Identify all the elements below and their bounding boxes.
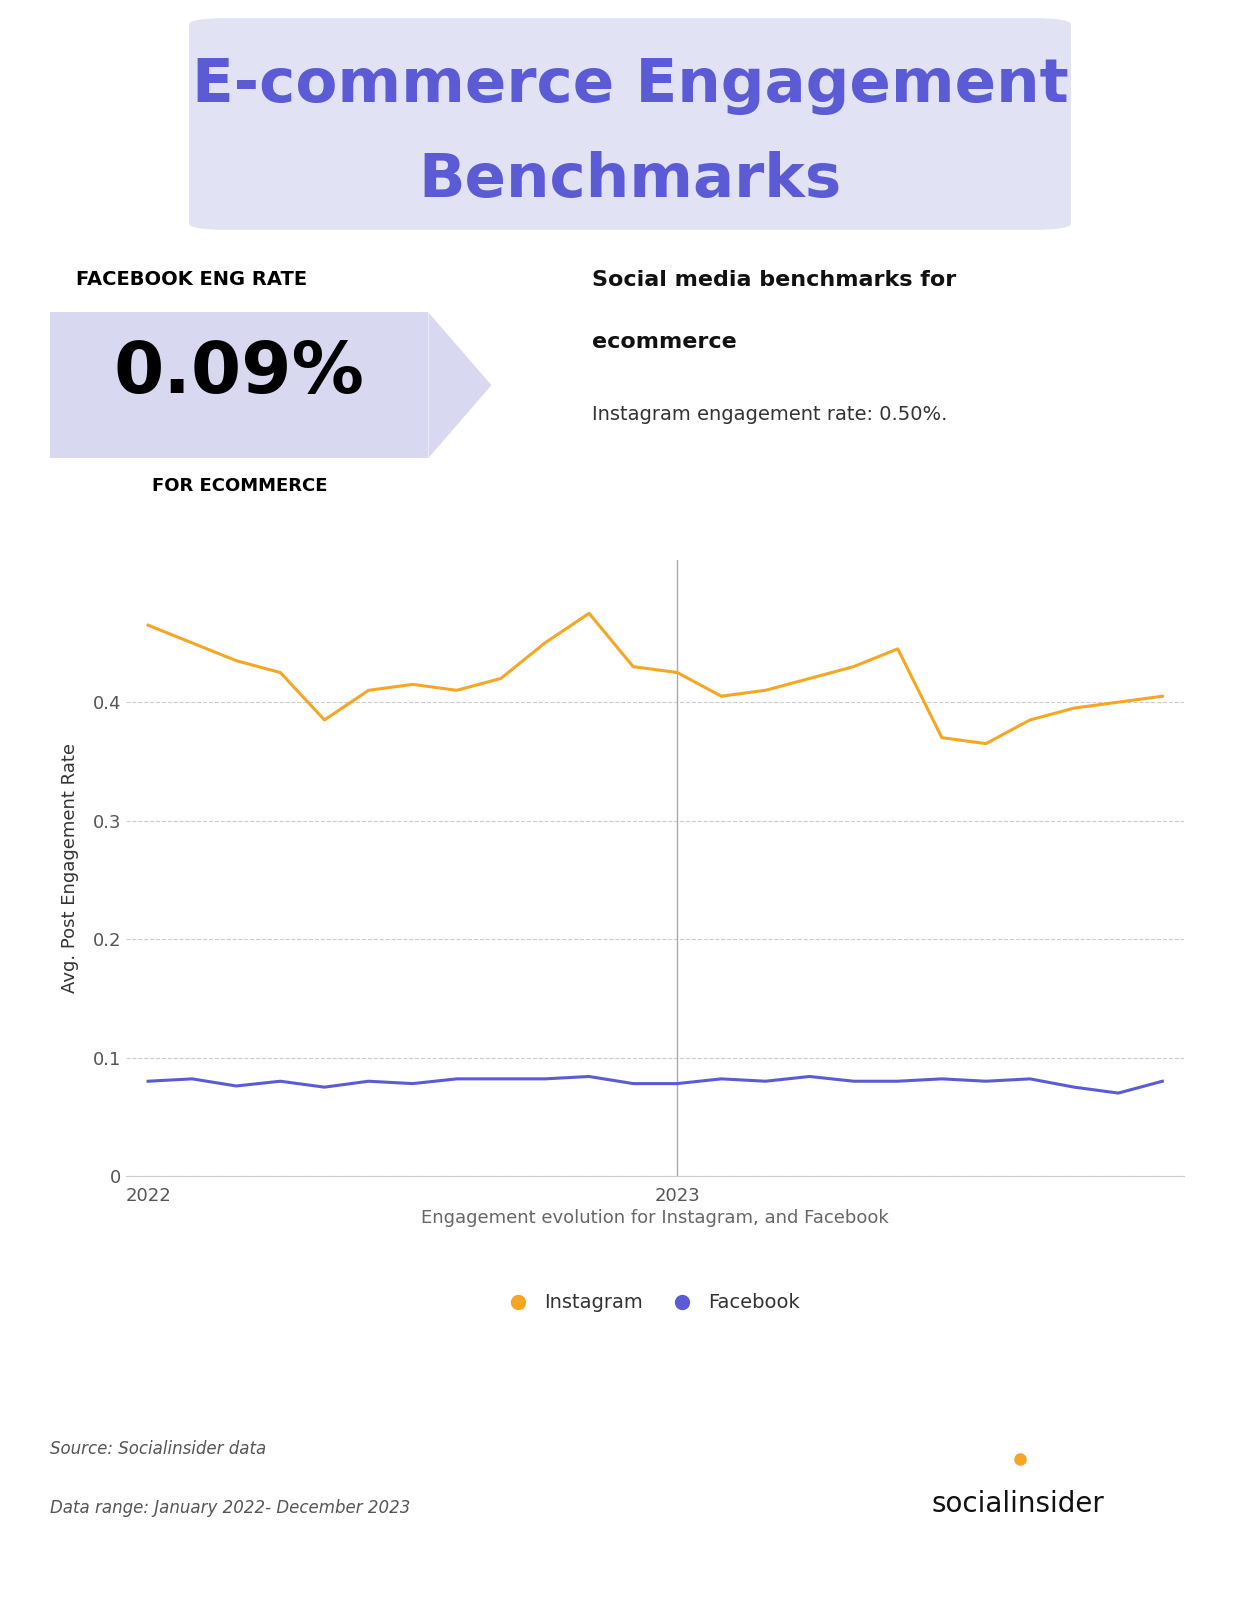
Text: Benchmarks: Benchmarks	[418, 150, 842, 210]
Text: socialinsider: socialinsider	[931, 1490, 1104, 1518]
Text: Facebook: Facebook	[708, 1293, 800, 1312]
Text: Instagram: Instagram	[544, 1293, 643, 1312]
FancyBboxPatch shape	[189, 18, 1071, 230]
Text: Data range: January 2022- December 2023: Data range: January 2022- December 2023	[50, 1499, 411, 1517]
FancyBboxPatch shape	[50, 312, 428, 458]
Polygon shape	[428, 312, 491, 458]
Text: Engagement evolution for Instagram, and Facebook: Engagement evolution for Instagram, and …	[421, 1208, 890, 1227]
Text: ecommerce: ecommerce	[592, 333, 737, 352]
Text: FACEBOOK ENG RATE: FACEBOOK ENG RATE	[76, 270, 306, 290]
Text: 0.09%: 0.09%	[113, 339, 365, 408]
Text: Source: Socialinsider data: Source: Socialinsider data	[50, 1440, 267, 1458]
Y-axis label: Avg. Post Engagement Rate: Avg. Post Engagement Rate	[60, 742, 78, 994]
Text: Instagram engagement rate: 0.50%.: Instagram engagement rate: 0.50%.	[592, 405, 948, 424]
Text: E-commerce Engagement: E-commerce Engagement	[192, 56, 1068, 115]
Text: Social media benchmarks for: Social media benchmarks for	[592, 270, 956, 291]
Text: FOR ECOMMERCE: FOR ECOMMERCE	[151, 477, 328, 494]
